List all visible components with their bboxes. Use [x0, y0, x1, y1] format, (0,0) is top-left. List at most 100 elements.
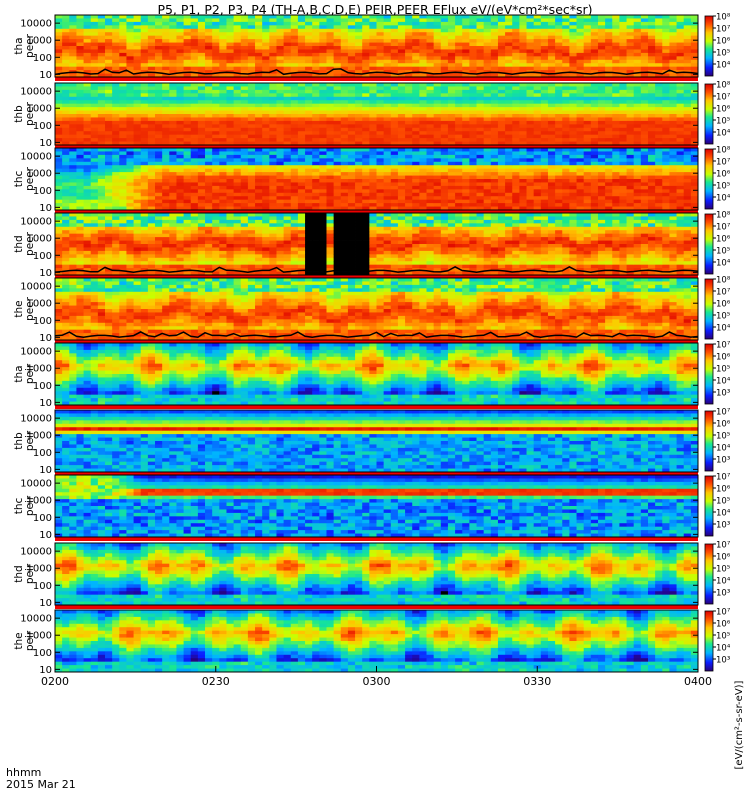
spectrogram-cell: [76, 134, 84, 139]
spectrogram-cell: [162, 179, 170, 183]
spectrogram-cell: [412, 179, 420, 183]
spectrogram-cell: [147, 110, 156, 115]
spectrogram-cell: [147, 117, 156, 122]
spectrogram-cell: [390, 182, 399, 187]
spectrogram-cell: [162, 42, 170, 47]
spectrogram-cell: [119, 154, 127, 159]
spectrogram-cell: [133, 32, 142, 37]
spectrogram-cell: [640, 42, 649, 47]
spectrogram-cell: [262, 168, 270, 173]
spectrogram-cell: [262, 52, 270, 57]
spectrogram-cell: [376, 182, 385, 187]
spectrogram-cell: [297, 120, 306, 125]
spectrogram-cell: [283, 100, 292, 105]
spectrogram-cell: [255, 179, 263, 183]
spectrogram-cell: [155, 35, 163, 40]
spectrogram-cell: [490, 127, 499, 132]
spectrogram-cell: [62, 56, 70, 61]
spectrogram-cell: [219, 73, 227, 78]
spectrogram-cell: [290, 83, 299, 87]
spectrogram-cell: [419, 189, 427, 194]
spectrogram-cell: [469, 148, 477, 152]
spectrogram-cell: [669, 175, 677, 180]
spectrogram-cell: [590, 46, 599, 50]
spectrogram-cell: [112, 179, 120, 183]
spectrogram-cell: [519, 175, 527, 180]
spectrogram-cell: [355, 86, 363, 91]
spectrogram-cell: [76, 141, 84, 146]
spectrogram-cell: [62, 32, 70, 37]
spectrogram-cell: [269, 49, 277, 54]
spectrogram-cell: [462, 168, 470, 173]
spectrogram-cell: [240, 73, 249, 78]
spectrogram-cell: [126, 66, 134, 71]
spectrogram-cell: [112, 192, 120, 197]
spectrogram-cell: [262, 21, 270, 26]
spectrogram-cell: [62, 179, 70, 183]
spectrogram-cell: [362, 161, 370, 166]
spectrogram-cell: [647, 199, 656, 204]
spectrogram-cell: [569, 96, 577, 101]
spectrogram-cell: [219, 25, 227, 30]
spectrogram-cell: [233, 52, 242, 57]
spectrogram-cell: [340, 114, 349, 118]
spectrogram-cell: [119, 21, 127, 26]
spectrogram-cell: [533, 96, 542, 101]
spectrogram-cell: [383, 39, 392, 43]
spectrogram-cell: [205, 52, 213, 57]
spectrogram-cell: [112, 161, 120, 166]
spectrogram-cell: [83, 127, 92, 132]
spectrogram-cell: [597, 83, 606, 87]
spectrogram-cell: [119, 89, 127, 94]
spectrogram-cell: [362, 96, 370, 101]
spectrogram-cell: [390, 124, 399, 129]
spectrogram-cell: [326, 165, 335, 170]
spectrogram-cell: [62, 134, 70, 139]
spectrogram-cell: [647, 18, 656, 23]
spectrogram-cell: [140, 59, 149, 64]
spectrogram-cell: [226, 158, 235, 163]
spectrogram-cell: [590, 59, 599, 64]
spectrogram-cell: [426, 15, 435, 19]
spectrogram-cell: [362, 148, 370, 152]
spectrogram-cell: [183, 151, 192, 156]
spectrogram-cell: [133, 168, 142, 173]
spectrogram-cell: [540, 138, 549, 142]
spectrogram-cell: [90, 103, 99, 108]
spectrogram-cell: [305, 199, 313, 204]
spectrogram-cell: [376, 52, 385, 57]
spectrogram-cell: [297, 63, 306, 68]
spectrogram-cell: [426, 172, 435, 176]
spectrogram-cell: [262, 203, 270, 207]
colorbar-tick-label: 10⁵: [716, 182, 730, 192]
spectrogram-cell: [305, 203, 313, 207]
spectrogram-cell: [376, 103, 385, 108]
spectrogram-cell: [419, 39, 427, 43]
spectrogram-cell: [112, 15, 120, 19]
spectrogram-cell: [683, 100, 692, 105]
spectrogram-cell: [247, 110, 256, 115]
spectrogram-cell: [640, 86, 649, 91]
spectrogram-cell: [690, 107, 699, 111]
spectrogram-cell: [469, 25, 477, 30]
spectrogram-cell: [255, 96, 263, 101]
spectrogram-cell: [576, 110, 585, 115]
spectrogram-cell: [369, 206, 377, 211]
spectrogram-cell: [290, 161, 299, 166]
spectrogram-cell: [390, 103, 399, 108]
spectrogram-cell: [512, 158, 520, 163]
spectrogram-cell: [190, 66, 199, 71]
spectrogram-cell: [483, 83, 492, 87]
spectrogram-cell: [340, 56, 349, 61]
spectrogram-cell: [662, 93, 670, 98]
spectrogram-cell: [62, 172, 70, 176]
spectrogram-cell: [690, 134, 699, 139]
spectrogram-cell: [526, 107, 535, 111]
spectrogram-cell: [126, 107, 134, 111]
spectrogram-cell: [490, 46, 499, 50]
spectrogram-cell: [105, 86, 113, 91]
spectrogram-cell: [655, 39, 663, 43]
spectrogram-cell: [226, 42, 235, 47]
spectrogram-cell: [183, 49, 192, 54]
spectrogram-cell: [326, 56, 335, 61]
